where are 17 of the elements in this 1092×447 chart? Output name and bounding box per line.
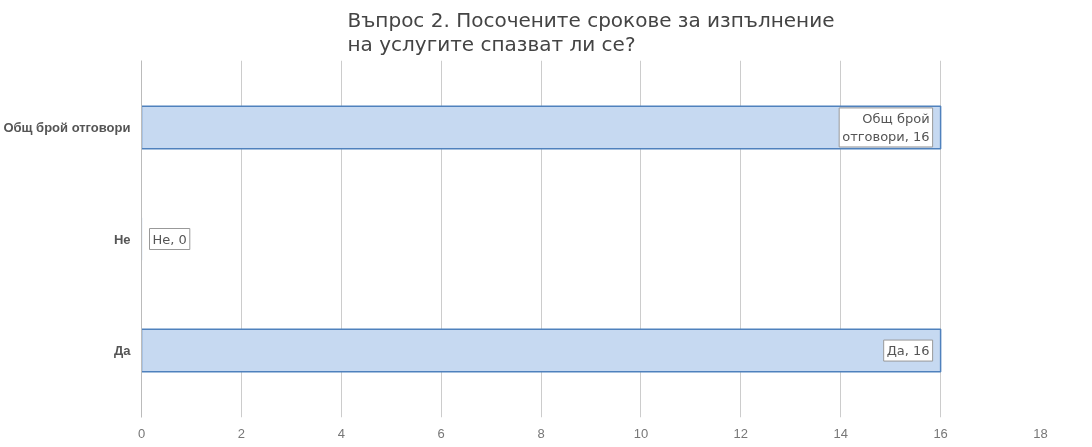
- x-tick-label: 10: [633, 425, 649, 441]
- data-label: Общ брой отговори, 16: [842, 110, 930, 144]
- x-tick-label: 18: [1033, 425, 1048, 441]
- data-label: Не, 0: [152, 231, 187, 247]
- x-tick-label: 8: [537, 425, 545, 441]
- x-tick-label: 4: [337, 425, 345, 441]
- x-tick-label: 16: [933, 425, 948, 441]
- y-tick-label: Не: [113, 231, 131, 247]
- data-label: Да, 16: [886, 343, 930, 359]
- y-tick-label: Да: [114, 343, 132, 359]
- x-tick-label: 14: [833, 425, 848, 441]
- x-tick-label: 6: [437, 425, 445, 441]
- x-tick-label: 0: [137, 425, 146, 441]
- chart-title: Въпрос 2. Посочените срокове за изпълнение на услугите спазват ли се?: [347, 7, 835, 56]
- x-tick-label: 2: [237, 425, 246, 441]
- x-tick-label: 12: [733, 425, 749, 441]
- y-tick-label: Общ брой отговори: [3, 119, 131, 135]
